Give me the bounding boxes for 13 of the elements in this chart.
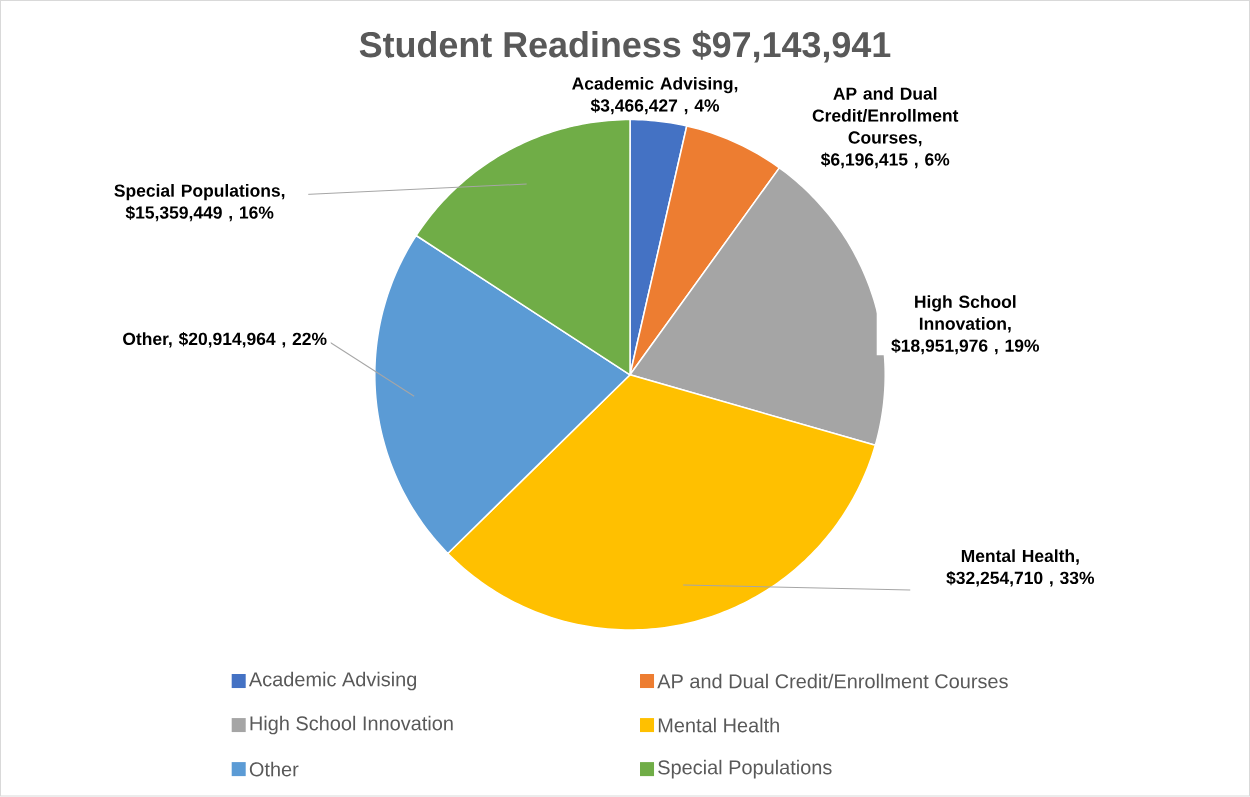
data-label: Academic Advising, $3,466,427 , 4%	[572, 77, 738, 115]
data-label: Mental Health, $32,254,710 , 33%	[946, 549, 1095, 587]
legend-label: Academic Advising	[248, 671, 417, 691]
legend-label: Other	[249, 761, 299, 777]
data-label: Other, $20,914,964 , 22%	[123, 332, 327, 348]
data-label: Special Populations, $15,359,449 , 16%	[114, 184, 285, 222]
legend-label: Mental Health	[658, 717, 779, 733]
data-label: AP and Dual Credit/Enrollment Courses, $6,196,415 , 6%	[812, 87, 959, 169]
data-label: High School Innovation, $18,951,976 , 19%	[891, 295, 1040, 355]
legend-label: High School Innovation	[250, 715, 453, 735]
legend-label: AP and Dual Credit/Enrollment Courses	[657, 673, 1008, 689]
chart-title: Student Readiness $97,143,941	[359, 30, 891, 63]
legend-label: Special Populations	[658, 760, 832, 779]
